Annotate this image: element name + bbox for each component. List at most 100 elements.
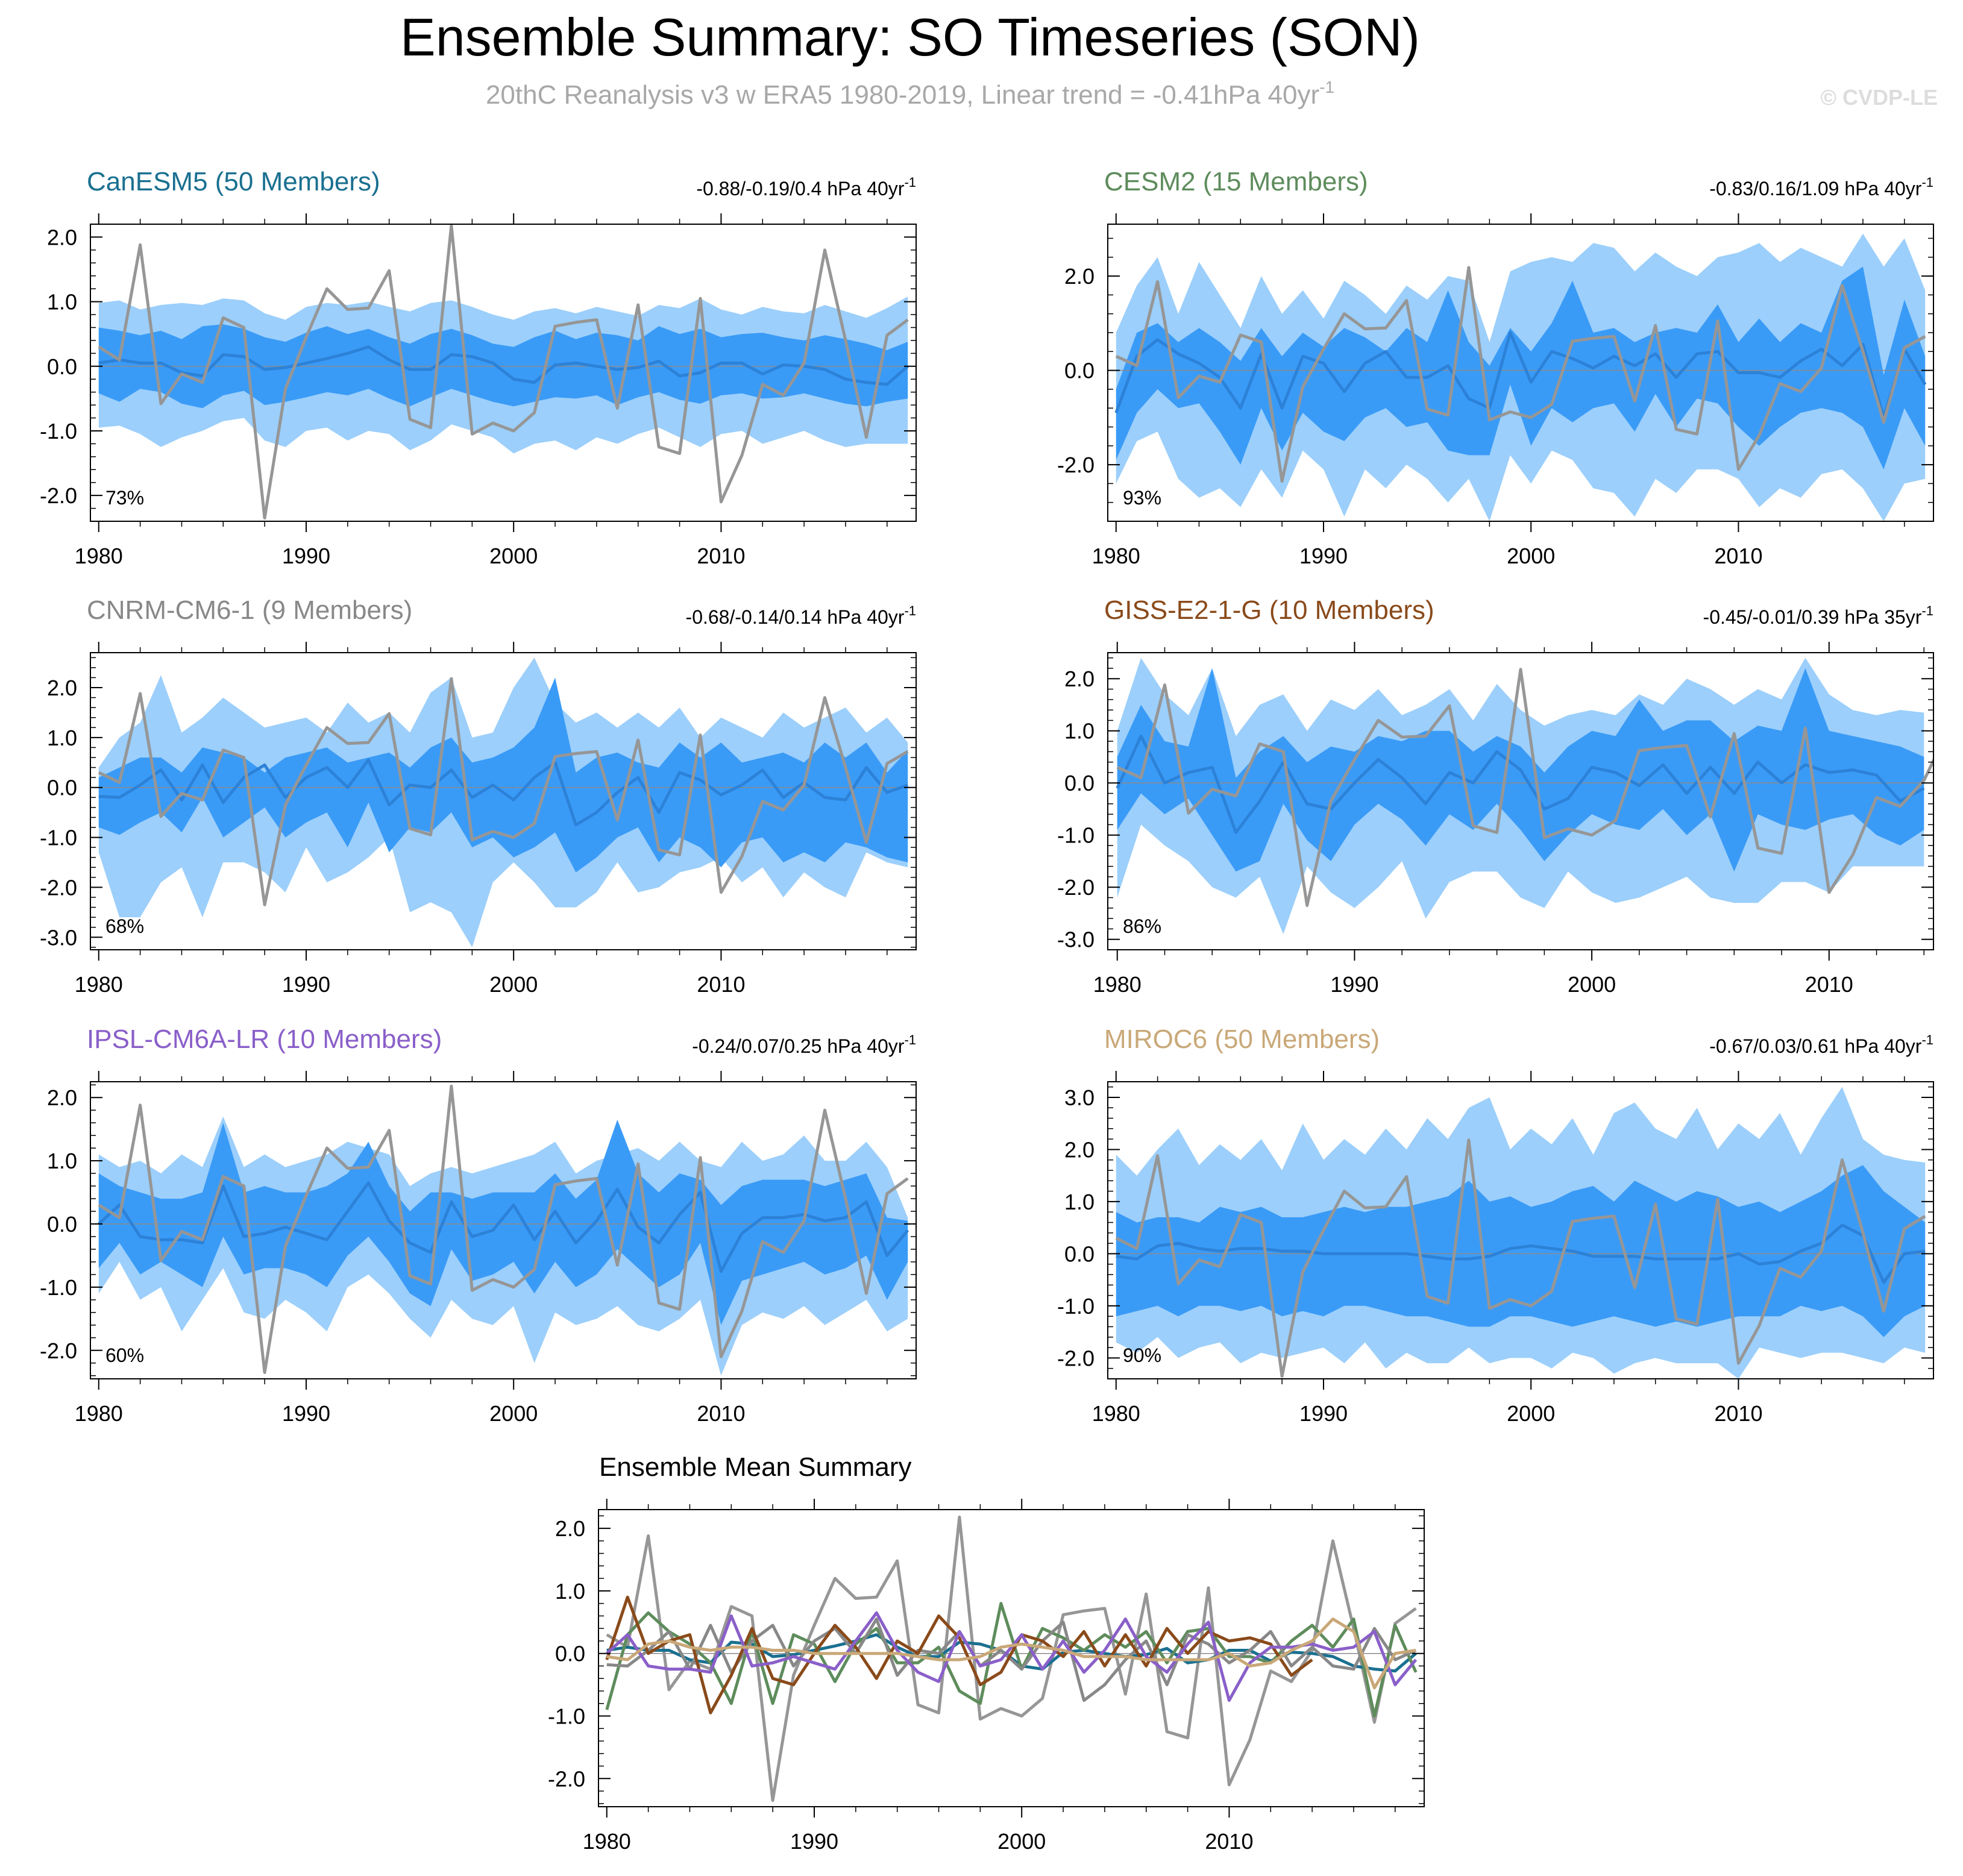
plot-area [90, 1084, 916, 1376]
model-mean-line [605, 1595, 1313, 1714]
model-panel: GISS-E2-1-G (10 Members) -0.45/-0.01/0.39… [1057, 595, 1934, 997]
inner-spread-band [1116, 1165, 1926, 1337]
trend-label-main: -0.83/0.16/1.09 hPa 40yr [1709, 178, 1922, 199]
observed-line [98, 677, 909, 906]
y-tick-label: 1.0 [47, 1149, 77, 1173]
x-tick-label: 2000 [1568, 972, 1616, 997]
trend-label: -0.24/0.07/0.25 hPa 40yr-1 [692, 1032, 916, 1057]
x-tick-label: 1990 [282, 544, 330, 568]
ensemble-mean-line [1116, 1223, 1926, 1284]
model-panel: IPSL-CM6A-LR (10 Members) -0.24/0.07/0.25… [40, 1024, 917, 1426]
inner-spread-band [98, 1119, 908, 1325]
y-tick-label: 1.0 [1064, 719, 1095, 744]
trend-label: -0.68/-0.14/0.14 hPa 40yr-1 [686, 603, 916, 628]
figure-subtitle-sup: -1 [1319, 78, 1334, 96]
observed-line [606, 1516, 1417, 1802]
trend-label-sup: -1 [1921, 603, 1933, 618]
x-tick-label: 1990 [282, 1401, 330, 1426]
trend-label-main: -0.45/-0.01/0.39 hPa 35yr [1703, 606, 1922, 628]
x-tick-label: 2000 [1507, 1401, 1555, 1426]
figure-subtitle: 20thC Reanalysis v3 w ERA5 1980-2019, Li… [486, 78, 1334, 110]
x-tick-label: 2000 [489, 1401, 538, 1426]
plot-frame [90, 224, 917, 522]
y-tick-label: -1.0 [1057, 1294, 1095, 1319]
x-tick-label: 2010 [1714, 544, 1762, 568]
ensemble-mean-line [98, 345, 909, 386]
ensemble-mean-panel: Ensemble Mean Summary -2.0 -1.0 0.0 1.0 2.0 19… [548, 1452, 1425, 1854]
y-tick-label: -2.0 [40, 875, 77, 900]
model-mean-line [606, 1617, 1416, 1690]
y-tick-label: -1.0 [40, 826, 77, 850]
y-tick-label: 2.0 [555, 1516, 585, 1541]
x-tick-label: 1980 [75, 972, 123, 997]
model-panel: CESM2 (15 Members) -0.83/0.16/1.09 hPa 40… [1057, 167, 1934, 568]
plot-frame [1107, 1081, 1934, 1379]
x-tick-label: 2000 [1507, 544, 1555, 568]
x-tick-label: 1980 [75, 1401, 123, 1426]
trend-label: -0.67/0.03/0.61 hPa 40yr-1 [1709, 1032, 1933, 1057]
y-tick-label: -3.0 [40, 925, 77, 950]
model-mean-line [606, 1611, 1418, 1702]
x-tick-label: 1980 [1092, 544, 1140, 568]
y-tick-label: -2.0 [1057, 1346, 1095, 1370]
trend-label-main: -0.88/-0.19/0.4 hPa 40yr [696, 178, 904, 199]
percent-label: 86% [1123, 915, 1161, 937]
percent-label: 68% [105, 915, 144, 937]
x-tick-label: 1990 [790, 1829, 838, 1854]
panel-title: IPSL-CM6A-LR (10 Members) [87, 1024, 442, 1054]
y-tick-label: 0.0 [47, 776, 77, 800]
percent-label: 73% [105, 487, 144, 509]
y-tick-label: -2.0 [40, 483, 77, 508]
observed-line [1115, 266, 1926, 483]
percent-label: 90% [1123, 1344, 1161, 1366]
panel-title: MIROC6 (50 Members) [1104, 1024, 1380, 1054]
trend-label-main: -0.67/0.03/0.61 hPa 40yr [1709, 1035, 1922, 1057]
ensemble-mean-line [98, 758, 909, 827]
x-tick-label: 2010 [1805, 972, 1853, 997]
observed-line [1115, 1138, 1926, 1378]
ensemble-mean-line [1116, 734, 1925, 834]
x-tick-label: 1980 [1092, 1401, 1140, 1426]
y-tick-label: 0.0 [1064, 359, 1095, 383]
y-tick-label: 3.0 [1064, 1085, 1095, 1110]
model-mean-line [606, 1617, 1417, 1702]
y-tick-label: 1.0 [555, 1579, 585, 1604]
y-tick-label: 2.0 [47, 1085, 77, 1110]
plot-area [90, 224, 916, 520]
trend-label-sup: -1 [904, 1032, 916, 1047]
y-tick-label: 1.0 [47, 290, 77, 315]
observed-line [98, 224, 909, 520]
observed-line [98, 1084, 909, 1374]
y-tick-label: -1.0 [1057, 823, 1095, 848]
trend-label-sup: -1 [904, 175, 916, 190]
figure-subtitle-main: 20thC Reanalysis v3 w ERA5 1980-2019, Li… [486, 80, 1319, 110]
x-tick-label: 1980 [583, 1829, 631, 1854]
x-tick-label: 2000 [489, 544, 538, 568]
x-tick-label: 1980 [75, 544, 123, 568]
y-tick-label: 2.0 [1064, 667, 1095, 691]
copyright-label: © CVDP-LE [1820, 85, 1938, 110]
x-tick-label: 2000 [489, 972, 538, 997]
panel-title: CESM2 (15 Members) [1104, 167, 1368, 196]
y-tick-label: 0.0 [1064, 771, 1095, 795]
plot-area [90, 657, 916, 947]
y-tick-label: 0.0 [47, 354, 77, 379]
plot-frame [598, 1509, 1425, 1807]
plot-frame [1107, 224, 1934, 522]
plot-frame [90, 1081, 917, 1379]
percent-label: 60% [105, 1344, 144, 1366]
x-tick-label: 2010 [1714, 1401, 1762, 1426]
model-mean-line [605, 1602, 1418, 1718]
trend-label: -0.83/0.16/1.09 hPa 40yr-1 [1709, 175, 1933, 199]
inner-spread-band [1116, 266, 1926, 469]
y-tick-label: -2.0 [1057, 453, 1095, 477]
y-tick-label: 2.0 [1064, 264, 1095, 289]
x-tick-label: 1990 [1299, 1401, 1348, 1426]
y-tick-label: -2.0 [1057, 875, 1095, 900]
y-tick-label: 0.0 [47, 1212, 77, 1237]
y-tick-label: -1.0 [40, 419, 77, 444]
panel-title: GISS-E2-1-G (10 Members) [1104, 595, 1434, 625]
y-tick-label: 2.0 [47, 225, 77, 249]
x-tick-label: 1990 [1299, 544, 1348, 568]
